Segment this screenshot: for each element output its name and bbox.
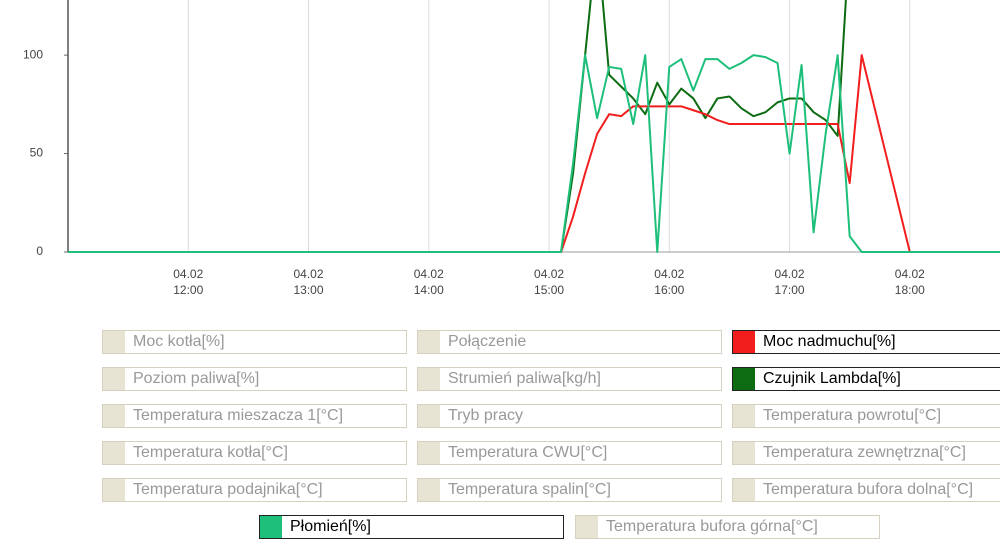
x-tick-label: 04.02 16:00 (654, 267, 685, 297)
series-line (68, 54, 1000, 253)
legend-toggle[interactable]: Czujnik Lambda[%] (732, 367, 1000, 391)
y-tick-label: 50 (30, 146, 44, 160)
legend-toggle[interactable]: Temperatura CWU[°C] (417, 441, 722, 465)
legend-toggle[interactable]: Tryb pracy (417, 404, 722, 428)
legend-swatch (418, 442, 440, 464)
legend-toggle[interactable]: Temperatura mieszacza 1[°C] (102, 404, 407, 428)
legend-label: Temperatura bufora dolna[°C] (763, 481, 974, 498)
legend-swatch (576, 516, 598, 538)
legend-swatch (733, 442, 755, 464)
legend-label: Czujnik Lambda[%] (763, 370, 901, 387)
series-line (68, 0, 847, 253)
legend-toggle[interactable]: Moc nadmuchu[%] (732, 330, 1000, 354)
legend-swatch (733, 479, 755, 501)
legend-swatch (103, 405, 125, 427)
legend-label: Temperatura powrotu[°C] (763, 407, 942, 424)
legend-label: Temperatura bufora górna[°C] (606, 518, 818, 535)
legend-toggle[interactable]: Temperatura bufora dolna[°C] (732, 478, 1000, 502)
legend-swatch (418, 405, 440, 427)
legend-swatch (733, 405, 755, 427)
legend-toggle[interactable]: Temperatura kotła[°C] (102, 441, 407, 465)
legend-label: Moc kotła[%] (133, 333, 225, 350)
legend-toggle[interactable]: Płomień[%] (259, 515, 564, 539)
legend-label: Temperatura spalin[°C] (448, 481, 611, 498)
legend-label: Temperatura CWU[°C] (448, 444, 608, 461)
legend-toggle[interactable]: Temperatura zewnętrzna[°C] (732, 441, 1000, 465)
x-tick-label: 04.02 17:00 (774, 267, 805, 297)
series-line (68, 54, 1000, 253)
legend-toggle[interactable]: Temperatura bufora górna[°C] (575, 515, 880, 539)
legend-label: Płomień[%] (290, 518, 371, 535)
legend-swatch (418, 331, 440, 353)
legend-label: Moc nadmuchu[%] (763, 333, 896, 350)
legend-toggle[interactable]: Strumień paliwa[kg/h] (417, 367, 722, 391)
legend-swatch (733, 331, 755, 353)
y-tick-label: 0 (36, 244, 43, 258)
legend-label: Temperatura zewnętrzna[°C] (763, 444, 966, 461)
legend-swatch (418, 479, 440, 501)
legend-swatch (103, 331, 125, 353)
x-tick-label: 04.02 12:00 (173, 267, 204, 297)
legend-label: Strumień paliwa[kg/h] (448, 370, 601, 387)
legend-label: Temperatura kotła[°C] (133, 444, 288, 461)
legend-toggle[interactable]: Temperatura podajnika[°C] (102, 478, 407, 502)
legend-swatch (103, 442, 125, 464)
legend-swatch (418, 368, 440, 390)
x-tick-label: 04.02 18:00 (894, 267, 925, 297)
legend-toggle[interactable]: Połączenie (417, 330, 722, 354)
series-group (68, 0, 1000, 253)
x-tick-label: 04.02 14:00 (413, 267, 444, 297)
legend-label: Temperatura podajnika[°C] (133, 481, 323, 498)
y-tick-label: 100 (23, 47, 43, 61)
legend-swatch (103, 479, 125, 501)
x-tick-label: 04.02 13:00 (293, 267, 324, 297)
legend-toggle[interactable]: Poziom paliwa[%] (102, 367, 407, 391)
legend-label: Poziom paliwa[%] (133, 370, 260, 387)
chart: 0 50 100 (23, 0, 1000, 258)
legend-label: Połączenie (448, 333, 527, 350)
legend-label: Tryb pracy (448, 407, 523, 424)
legend-swatch (260, 516, 282, 538)
legend-swatch (103, 368, 125, 390)
legend-toggle[interactable]: Temperatura spalin[°C] (417, 478, 722, 502)
legend-toggle[interactable]: Temperatura powrotu[°C] (732, 404, 1000, 428)
legend-swatch (733, 368, 755, 390)
legend-toggle[interactable]: Moc kotła[%] (102, 330, 407, 354)
x-tick-label: 04.02 15:00 (534, 267, 565, 297)
legend-label: Temperatura mieszacza 1[°C] (133, 407, 344, 424)
